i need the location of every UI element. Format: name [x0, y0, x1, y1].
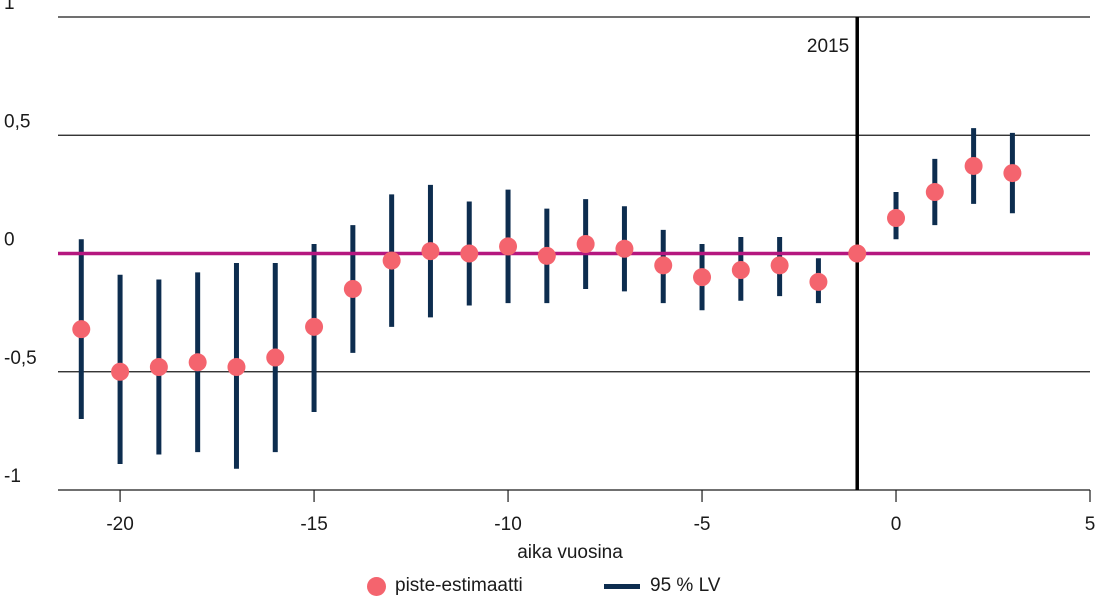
- y-tick-label: -0,5: [4, 348, 37, 369]
- legend-item-interval: 95 % LV: [604, 571, 720, 601]
- point-estimate: [72, 320, 91, 339]
- point-estimate: [421, 242, 440, 261]
- legend-interval-label: 95 % LV: [650, 575, 721, 596]
- x-tick-label: 5: [1085, 514, 1096, 535]
- point-estimate: [266, 348, 285, 367]
- point-estimate: [227, 358, 246, 377]
- legend-interval-swatch: [604, 583, 640, 589]
- point-estimate: [964, 156, 983, 175]
- point-estimate: [809, 272, 828, 291]
- point-estimate: [848, 244, 867, 263]
- point-estimate: [693, 268, 712, 287]
- point-estimate: [537, 246, 556, 265]
- point-estimate: [770, 256, 789, 275]
- point-estimate: [731, 261, 750, 280]
- y-tick-label: 1: [4, 0, 15, 14]
- point-estimate: [654, 256, 673, 275]
- legend-item-point: piste-estimaatti: [367, 571, 523, 601]
- y-axis-ticks: 1 0,5 0 -0,5 -1: [4, 0, 37, 487]
- point-estimate: [382, 251, 401, 270]
- x-axis-title: aika vuosina: [517, 542, 623, 563]
- point-estimates: [72, 156, 1022, 381]
- legend-point-label: piste-estimaatti: [395, 575, 523, 596]
- x-tick-label: -15: [300, 514, 327, 535]
- chart: 1 0,5 0 -0,5 -1 -20 -15 -10 -5 0 5 2015 aika vuos…: [4, 0, 1095, 563]
- legend: piste-estimaatti 95 % LV: [0, 571, 1108, 601]
- y-tick-label: 0,5: [4, 111, 30, 132]
- point-estimate: [1003, 164, 1022, 183]
- x-tick-label: 0: [891, 514, 902, 535]
- point-estimate: [887, 209, 906, 228]
- y-tick-label: -1: [4, 466, 21, 487]
- x-tick-label: -5: [694, 514, 711, 535]
- point-estimate: [149, 358, 168, 377]
- interval-bars: [78, 128, 1015, 469]
- point-estimate: [305, 317, 324, 336]
- point-estimate: [615, 239, 634, 258]
- point-estimate: [925, 183, 944, 202]
- x-axis: -20 -15 -10 -5 0 5: [106, 490, 1095, 535]
- event-line-label: 2015: [807, 36, 849, 57]
- point-estimate: [499, 237, 518, 256]
- x-tick-label: -20: [106, 514, 133, 535]
- point-estimate: [188, 353, 207, 372]
- point-estimate: [343, 279, 362, 298]
- legend-point-swatch: [367, 576, 386, 596]
- y-tick-label: 0: [4, 230, 15, 251]
- point-estimate: [111, 362, 130, 381]
- point-estimate: [576, 235, 595, 254]
- x-tick-label: -10: [494, 514, 521, 535]
- point-estimate: [460, 244, 479, 263]
